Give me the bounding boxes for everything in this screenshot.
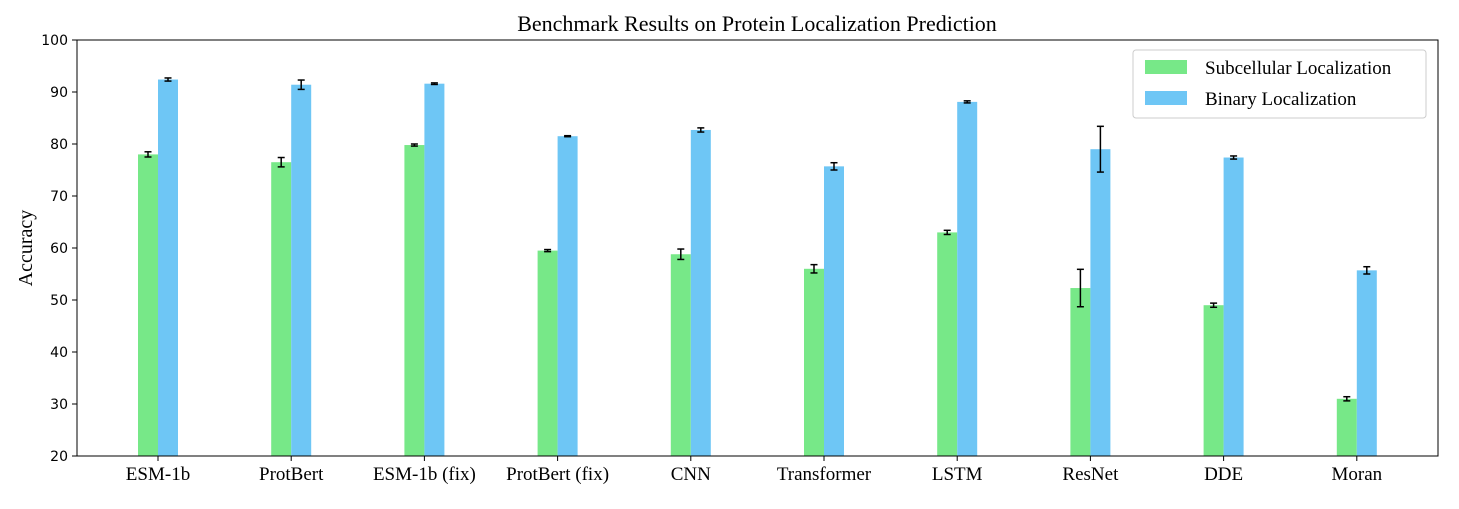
legend: Subcellular Localization Binary Localiza… bbox=[1132, 49, 1427, 119]
x-tick-label: DDE bbox=[1204, 464, 1243, 485]
bar bbox=[937, 232, 958, 456]
y-tick-label: 30 bbox=[50, 397, 68, 413]
x-tick-label: Moran bbox=[1331, 464, 1382, 485]
bar bbox=[1336, 398, 1357, 456]
x-tick-label: ResNet bbox=[1062, 464, 1119, 485]
plot-frame bbox=[76, 39, 1439, 457]
y-axis-label: Accuracy bbox=[15, 210, 37, 287]
x-tick-label: LSTM bbox=[932, 464, 983, 485]
bar bbox=[804, 268, 824, 456]
bar bbox=[557, 136, 578, 456]
bars bbox=[138, 77, 1377, 457]
bar bbox=[1356, 270, 1377, 456]
bar bbox=[690, 129, 711, 456]
y-tick-label: 80 bbox=[50, 137, 68, 153]
y-tick-label: 50 bbox=[50, 293, 68, 309]
bar bbox=[158, 79, 178, 457]
x-tick-label: ProtBert bbox=[259, 464, 324, 485]
legend-label-subcellular: Subcellular Localization bbox=[1205, 58, 1392, 79]
legend-swatch-subcellular bbox=[1145, 60, 1187, 74]
x-tick-label: ESM-1b (fix) bbox=[373, 464, 476, 485]
bar bbox=[824, 166, 844, 457]
x-tick-label: ProtBert (fix) bbox=[506, 464, 609, 485]
x-tick-label: CNN bbox=[671, 464, 711, 485]
bar bbox=[424, 83, 445, 457]
y-tick-label: 60 bbox=[50, 241, 68, 257]
bar bbox=[1090, 149, 1111, 456]
y-axis: 20 30 40 50 60 70 80 90 100 bbox=[41, 33, 77, 465]
bar bbox=[670, 254, 691, 456]
y-tick-label: 90 bbox=[50, 85, 68, 101]
bar bbox=[404, 145, 425, 457]
x-tick-label: Transformer bbox=[777, 464, 872, 485]
x-axis: ESM-1b ProtBert ESM-1b (fix) ProtBert (fix)… bbox=[126, 456, 1383, 485]
chart-title: Benchmark Results on Protein Localizatio… bbox=[517, 11, 997, 36]
legend-box bbox=[1132, 49, 1427, 119]
bar bbox=[537, 250, 558, 456]
x-tick-label: ESM-1b bbox=[126, 464, 190, 485]
y-tick-label: 40 bbox=[50, 345, 68, 361]
y-tick-label: 20 bbox=[50, 449, 68, 465]
bar bbox=[138, 154, 158, 456]
legend-swatch-binary bbox=[1145, 91, 1187, 105]
y-tick-label: 100 bbox=[41, 33, 68, 49]
y-tick-label: 70 bbox=[50, 189, 68, 205]
bar bbox=[1223, 157, 1244, 456]
bar bbox=[957, 101, 978, 456]
legend-label-binary: Binary Localization bbox=[1205, 89, 1357, 110]
bar bbox=[291, 84, 312, 456]
bar bbox=[1203, 305, 1224, 456]
bar bbox=[271, 162, 292, 456]
bar bbox=[1070, 288, 1091, 456]
